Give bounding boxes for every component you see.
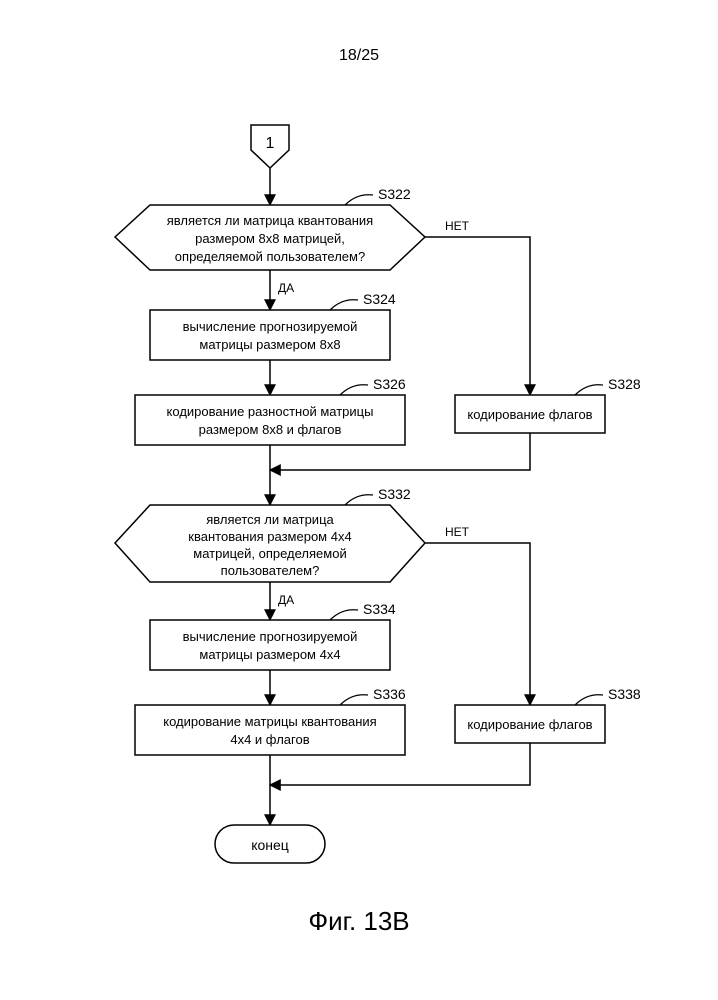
tag-leader	[575, 695, 603, 705]
s338-line1: кодирование флагов	[467, 717, 592, 732]
process-s336: кодирование матрицы квантования 4x4 и фл…	[135, 705, 405, 755]
s324-line2: матрицы размером 8x8	[199, 337, 340, 352]
flowchart-svg: 18/25 1 является ли матрица квантования …	[0, 0, 718, 1000]
end-label: конец	[251, 837, 289, 853]
s334-line1: вычисление прогнозируемой	[183, 629, 358, 644]
connector-label: 1	[266, 135, 275, 152]
s322-tag: S322	[378, 186, 411, 202]
s326-line1: кодирование разностной матрицы	[167, 404, 374, 419]
s338-tag: S338	[608, 686, 641, 702]
s332-tag: S332	[378, 486, 411, 502]
s324-tag: S324	[363, 291, 396, 307]
s334-tag: S334	[363, 601, 396, 617]
s326-line2: размером 8x8 и флагов	[199, 422, 342, 437]
terminator-end: конец	[215, 825, 325, 863]
connector-1: 1	[251, 125, 289, 168]
s332-line3: матрицей, определяемой	[193, 546, 346, 561]
s332-line4: пользователем?	[221, 563, 320, 578]
decision-s322: является ли матрица квантования размером…	[115, 205, 425, 270]
s336-tag: S336	[373, 686, 406, 702]
tag-leader	[330, 610, 358, 620]
s322-line2: размером 8x8 матрицей,	[195, 231, 345, 246]
s336-line2: 4x4 и флагов	[230, 732, 309, 747]
s326-tag: S326	[373, 376, 406, 392]
s322-line3: определяемой пользователем?	[175, 249, 365, 264]
tag-leader	[575, 385, 603, 395]
process-s334: вычисление прогнозируемой матрицы размер…	[150, 620, 390, 670]
s324-line1: вычисление прогнозируемой	[183, 319, 358, 334]
flow-line	[425, 543, 530, 705]
s332-line1: является ли матрица	[206, 512, 334, 527]
s334-line2: матрицы размером 4x4	[199, 647, 340, 662]
s328-tag: S328	[608, 376, 641, 392]
s332-line2: квантования размером 4x4	[188, 529, 351, 544]
tag-leader	[340, 695, 368, 705]
tag-leader	[345, 495, 373, 505]
yes-label: ДА	[278, 593, 294, 607]
s336-line1: кодирование матрицы квантования	[163, 714, 376, 729]
page-header: 18/25	[339, 47, 379, 64]
process-s326: кодирование разностной матрицы размером …	[135, 395, 405, 445]
decision-s332: является ли матрица квантования размером…	[115, 505, 425, 582]
process-s338: кодирование флагов	[455, 705, 605, 743]
s322-line1: является ли матрица квантования	[167, 213, 373, 228]
tag-leader	[330, 300, 358, 310]
tag-leader	[345, 195, 373, 205]
no-label: НЕТ	[445, 525, 470, 539]
process-s328: кодирование флагов	[455, 395, 605, 433]
tag-leader	[340, 385, 368, 395]
s328-line1: кодирование флагов	[467, 407, 592, 422]
figure-caption: Фиг. 13B	[308, 906, 409, 936]
process-s324: вычисление прогнозируемой матрицы размер…	[150, 310, 390, 360]
yes-label: ДА	[278, 281, 294, 295]
no-label: НЕТ	[445, 219, 470, 233]
flow-line	[425, 237, 530, 395]
